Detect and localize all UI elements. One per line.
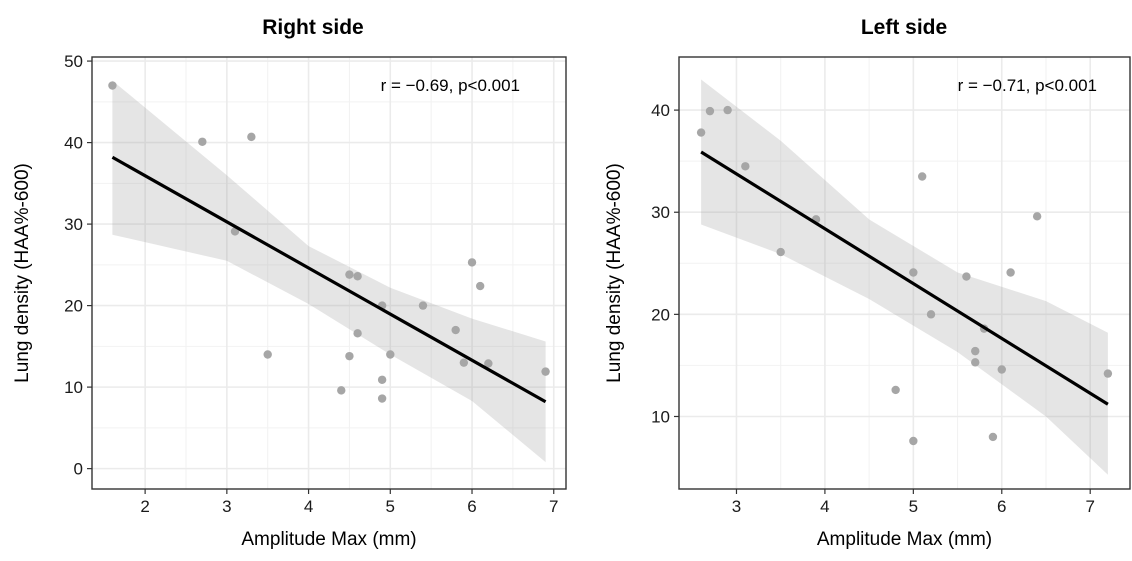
data-point [971, 346, 980, 356]
data-point [909, 268, 918, 277]
plot-background [92, 57, 566, 489]
data-point [741, 162, 750, 171]
chart-title: Right side [262, 16, 364, 39]
data-point [776, 247, 785, 257]
data-point [475, 281, 485, 291]
data-point [377, 375, 387, 384]
x-tick-label: 4 [820, 497, 829, 516]
data-point [988, 432, 998, 442]
correlation-annotation: r = −0.69, p<0.001 [381, 76, 520, 95]
y-tick-label: 50 [64, 52, 83, 71]
data-point [705, 106, 715, 116]
y-axis-label: Lung density (HAA%-600) [12, 163, 33, 383]
y-tick-label: 10 [64, 378, 83, 397]
data-point [345, 351, 354, 361]
data-point [1006, 268, 1015, 277]
panel-left-side: 3 4 5 6 7 10 20 30 40 Left side Amplitude Max (mm)… [604, 16, 1131, 550]
x-tick-label: 3 [732, 497, 741, 516]
y-tick-label: 30 [64, 215, 83, 234]
x-tick-label: 7 [1085, 497, 1094, 516]
x-tick-label: 6 [997, 497, 1006, 516]
y-tick-label: 20 [651, 305, 670, 324]
y-tick-label: 40 [651, 101, 670, 120]
x-axis-label: Amplitude Max (mm) [817, 529, 992, 550]
x-axis-label: Amplitude Max (mm) [241, 529, 416, 550]
data-point [353, 272, 362, 281]
x-tick-label: 6 [467, 497, 476, 516]
data-point [377, 394, 387, 403]
data-point [997, 365, 1006, 374]
y-axis-label: Lung density (HAA%-600) [604, 163, 625, 383]
correlation-annotation: r = −0.71, p<0.001 [958, 76, 1097, 95]
data-point [467, 258, 477, 267]
data-point [723, 105, 732, 115]
data-point [971, 358, 980, 367]
panel-border [91, 56, 567, 490]
data-point [459, 358, 469, 367]
data-point [962, 272, 971, 281]
data-point [337, 386, 346, 395]
x-tick-label: 7 [549, 497, 558, 516]
chart-title: Left side [861, 16, 947, 39]
data-point [541, 367, 550, 376]
data-point [484, 359, 493, 368]
y-tick-label: 40 [64, 134, 83, 153]
regression-line [111, 155, 547, 404]
data-point [345, 270, 354, 279]
data-point [263, 350, 272, 359]
y-tick-label: 30 [651, 203, 670, 222]
data-point [247, 132, 256, 142]
x-tick-label: 2 [140, 497, 149, 516]
panel-border [678, 56, 1131, 490]
confidence-band [112, 80, 546, 463]
data-point [891, 385, 900, 395]
data-point [451, 325, 460, 335]
data-point [108, 81, 117, 90]
x-tick-label: 5 [909, 497, 918, 516]
data-point [1103, 369, 1113, 378]
data-point [353, 329, 362, 338]
y-tick-label: 0 [74, 460, 83, 479]
data-point [418, 301, 428, 310]
data-point [926, 310, 936, 319]
y-tick-label: 10 [651, 407, 670, 426]
data-point [909, 436, 918, 446]
data-point [386, 350, 395, 359]
x-tick-label: 4 [304, 497, 313, 516]
y-tick-label: 20 [64, 297, 83, 316]
panel-right-side: 2 3 4 5 6 7 0 10 20 30 40 50 Right side Amplitude Max… [12, 16, 567, 550]
data-point [917, 172, 927, 181]
data-point [198, 137, 207, 146]
x-tick-label: 3 [222, 497, 231, 516]
data-point [696, 128, 706, 137]
regression-line [700, 150, 1109, 406]
data-point [1032, 212, 1042, 221]
x-tick-label: 5 [386, 497, 395, 516]
